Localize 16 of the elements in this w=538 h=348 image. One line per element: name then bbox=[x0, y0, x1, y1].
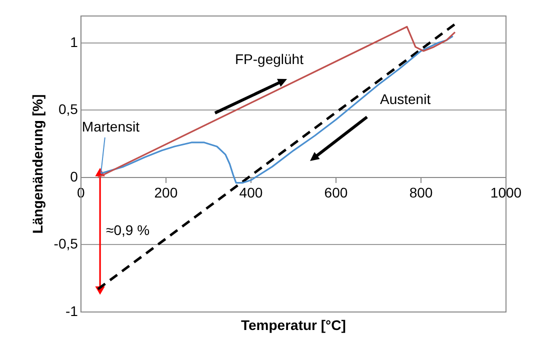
x-tick-label: 800 bbox=[409, 184, 433, 201]
y-tick-label: -0,5 bbox=[54, 236, 78, 252]
series-label: FP-geglüht bbox=[235, 50, 304, 67]
y-tick-label: 0,5 bbox=[58, 101, 78, 118]
series-label: Austenit bbox=[380, 90, 431, 107]
y-axis-title: Längenänderung [%] bbox=[29, 94, 46, 234]
y-tick-label: 0 bbox=[70, 168, 78, 184]
y-tick-label: 1 bbox=[70, 34, 78, 50]
x-tick-label: 1000 bbox=[490, 184, 522, 201]
annotation: Martensit bbox=[82, 118, 140, 134]
x-tick-label: 200 bbox=[154, 184, 178, 201]
x-tick-label: 600 bbox=[324, 184, 348, 201]
x-tick-label: 400 bbox=[239, 184, 263, 201]
y-tick-label: -1 bbox=[65, 302, 78, 319]
annotation: ≈0,9 % bbox=[106, 222, 150, 238]
x-axis-title: Temperatur [°C] bbox=[241, 316, 346, 333]
